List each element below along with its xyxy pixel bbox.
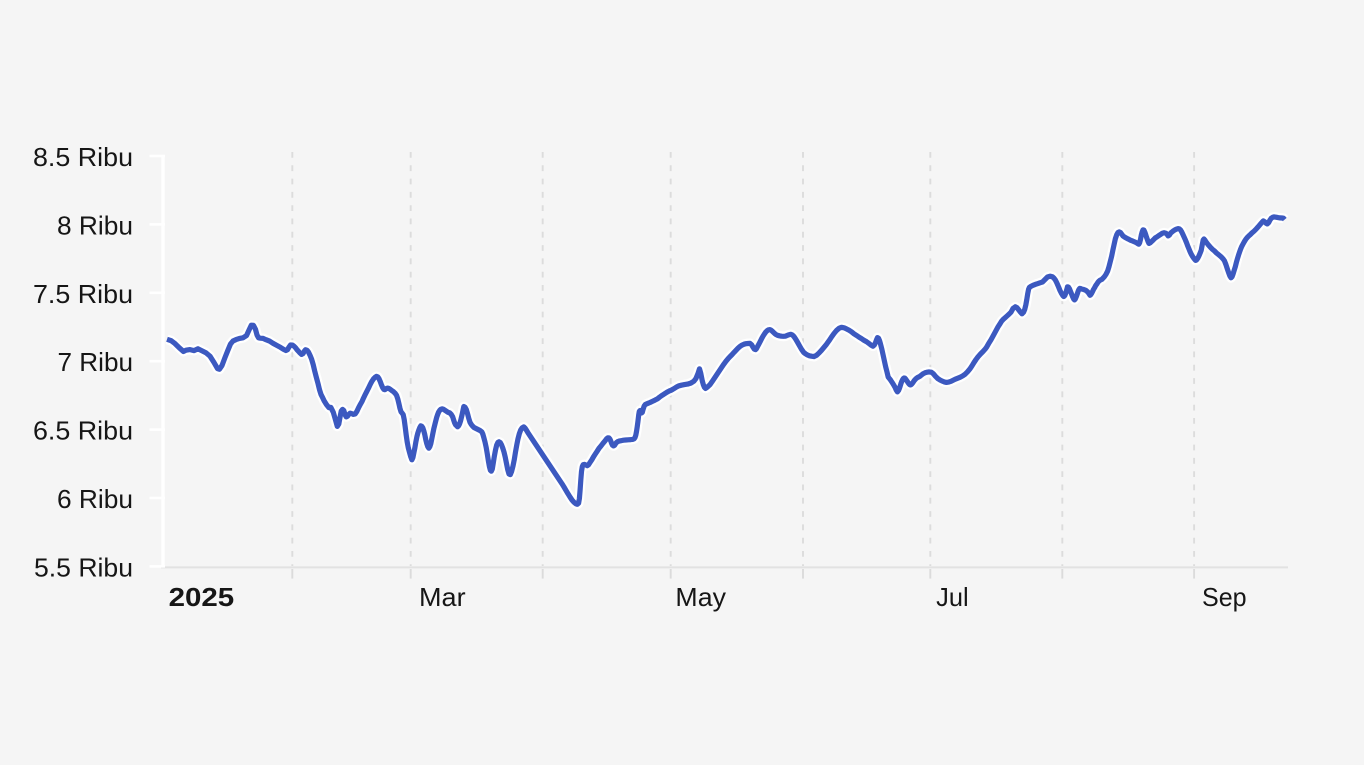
svg-text:May: May [675, 582, 726, 612]
svg-text:5.5 Ribu: 5.5 Ribu [34, 552, 133, 582]
svg-text:Mar: Mar [419, 582, 466, 612]
svg-text:7.5 Ribu: 7.5 Ribu [33, 279, 133, 309]
svg-text:Jul: Jul [936, 582, 969, 612]
svg-text:8 Ribu: 8 Ribu [57, 210, 133, 240]
svg-text:7 Ribu: 7 Ribu [58, 347, 134, 377]
svg-text:6.5 Ribu: 6.5 Ribu [33, 416, 133, 446]
svg-text:6 Ribu: 6 Ribu [57, 484, 133, 514]
svg-text:Sep: Sep [1202, 582, 1247, 612]
svg-text:2025: 2025 [169, 582, 235, 612]
svg-text:8.5 Ribu: 8.5 Ribu [33, 142, 133, 172]
